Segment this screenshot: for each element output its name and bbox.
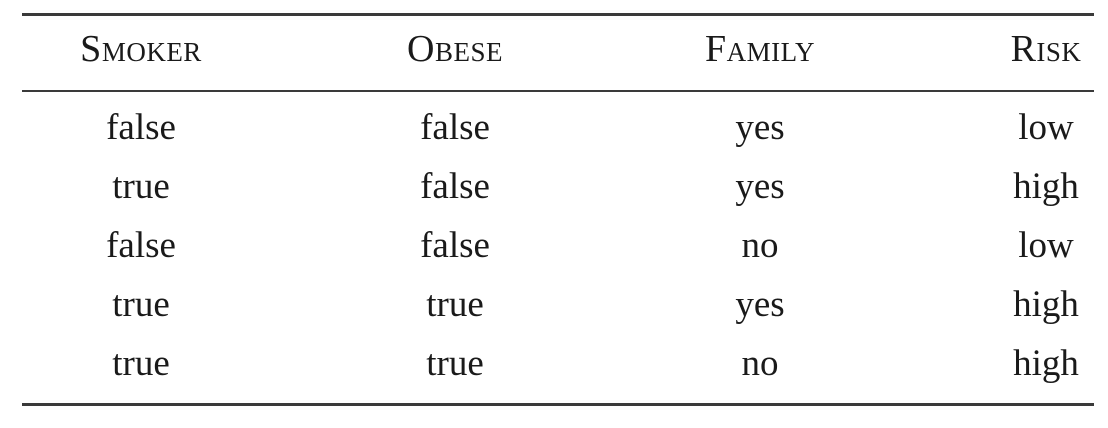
table-top-rule [22, 13, 1094, 16]
column-header-risk: Risk [1010, 28, 1082, 70]
table-cell-smoker: false [106, 225, 176, 266]
table-cell-obese: false [420, 166, 490, 207]
column-header-obese: Obese [407, 28, 503, 70]
table-cell-family: yes [735, 166, 785, 207]
table-cell-family: yes [735, 107, 785, 148]
table-cell-family: no [741, 343, 779, 384]
table-bottom-rule [22, 403, 1094, 406]
table-cell-obese: true [426, 284, 484, 325]
table-cell-family: no [741, 225, 779, 266]
column-header-family: Family [705, 28, 815, 70]
table-cell-smoker: true [112, 343, 170, 384]
table-cell-risk: high [1013, 166, 1079, 207]
table-cell-obese: true [426, 343, 484, 384]
table-cell-smoker: true [112, 284, 170, 325]
column-header-smoker: Smoker [80, 28, 202, 70]
table-cell-smoker: false [106, 107, 176, 148]
table-cell-risk: high [1013, 343, 1079, 384]
table-cell-smoker: true [112, 166, 170, 207]
table-header-rule [22, 90, 1094, 92]
table-cell-risk: high [1013, 284, 1079, 325]
table-cell-risk: low [1018, 107, 1074, 148]
table-cell-obese: false [420, 107, 490, 148]
table-cell-risk: low [1018, 225, 1074, 266]
table-cell-family: yes [735, 284, 785, 325]
table-cell-obese: false [420, 225, 490, 266]
